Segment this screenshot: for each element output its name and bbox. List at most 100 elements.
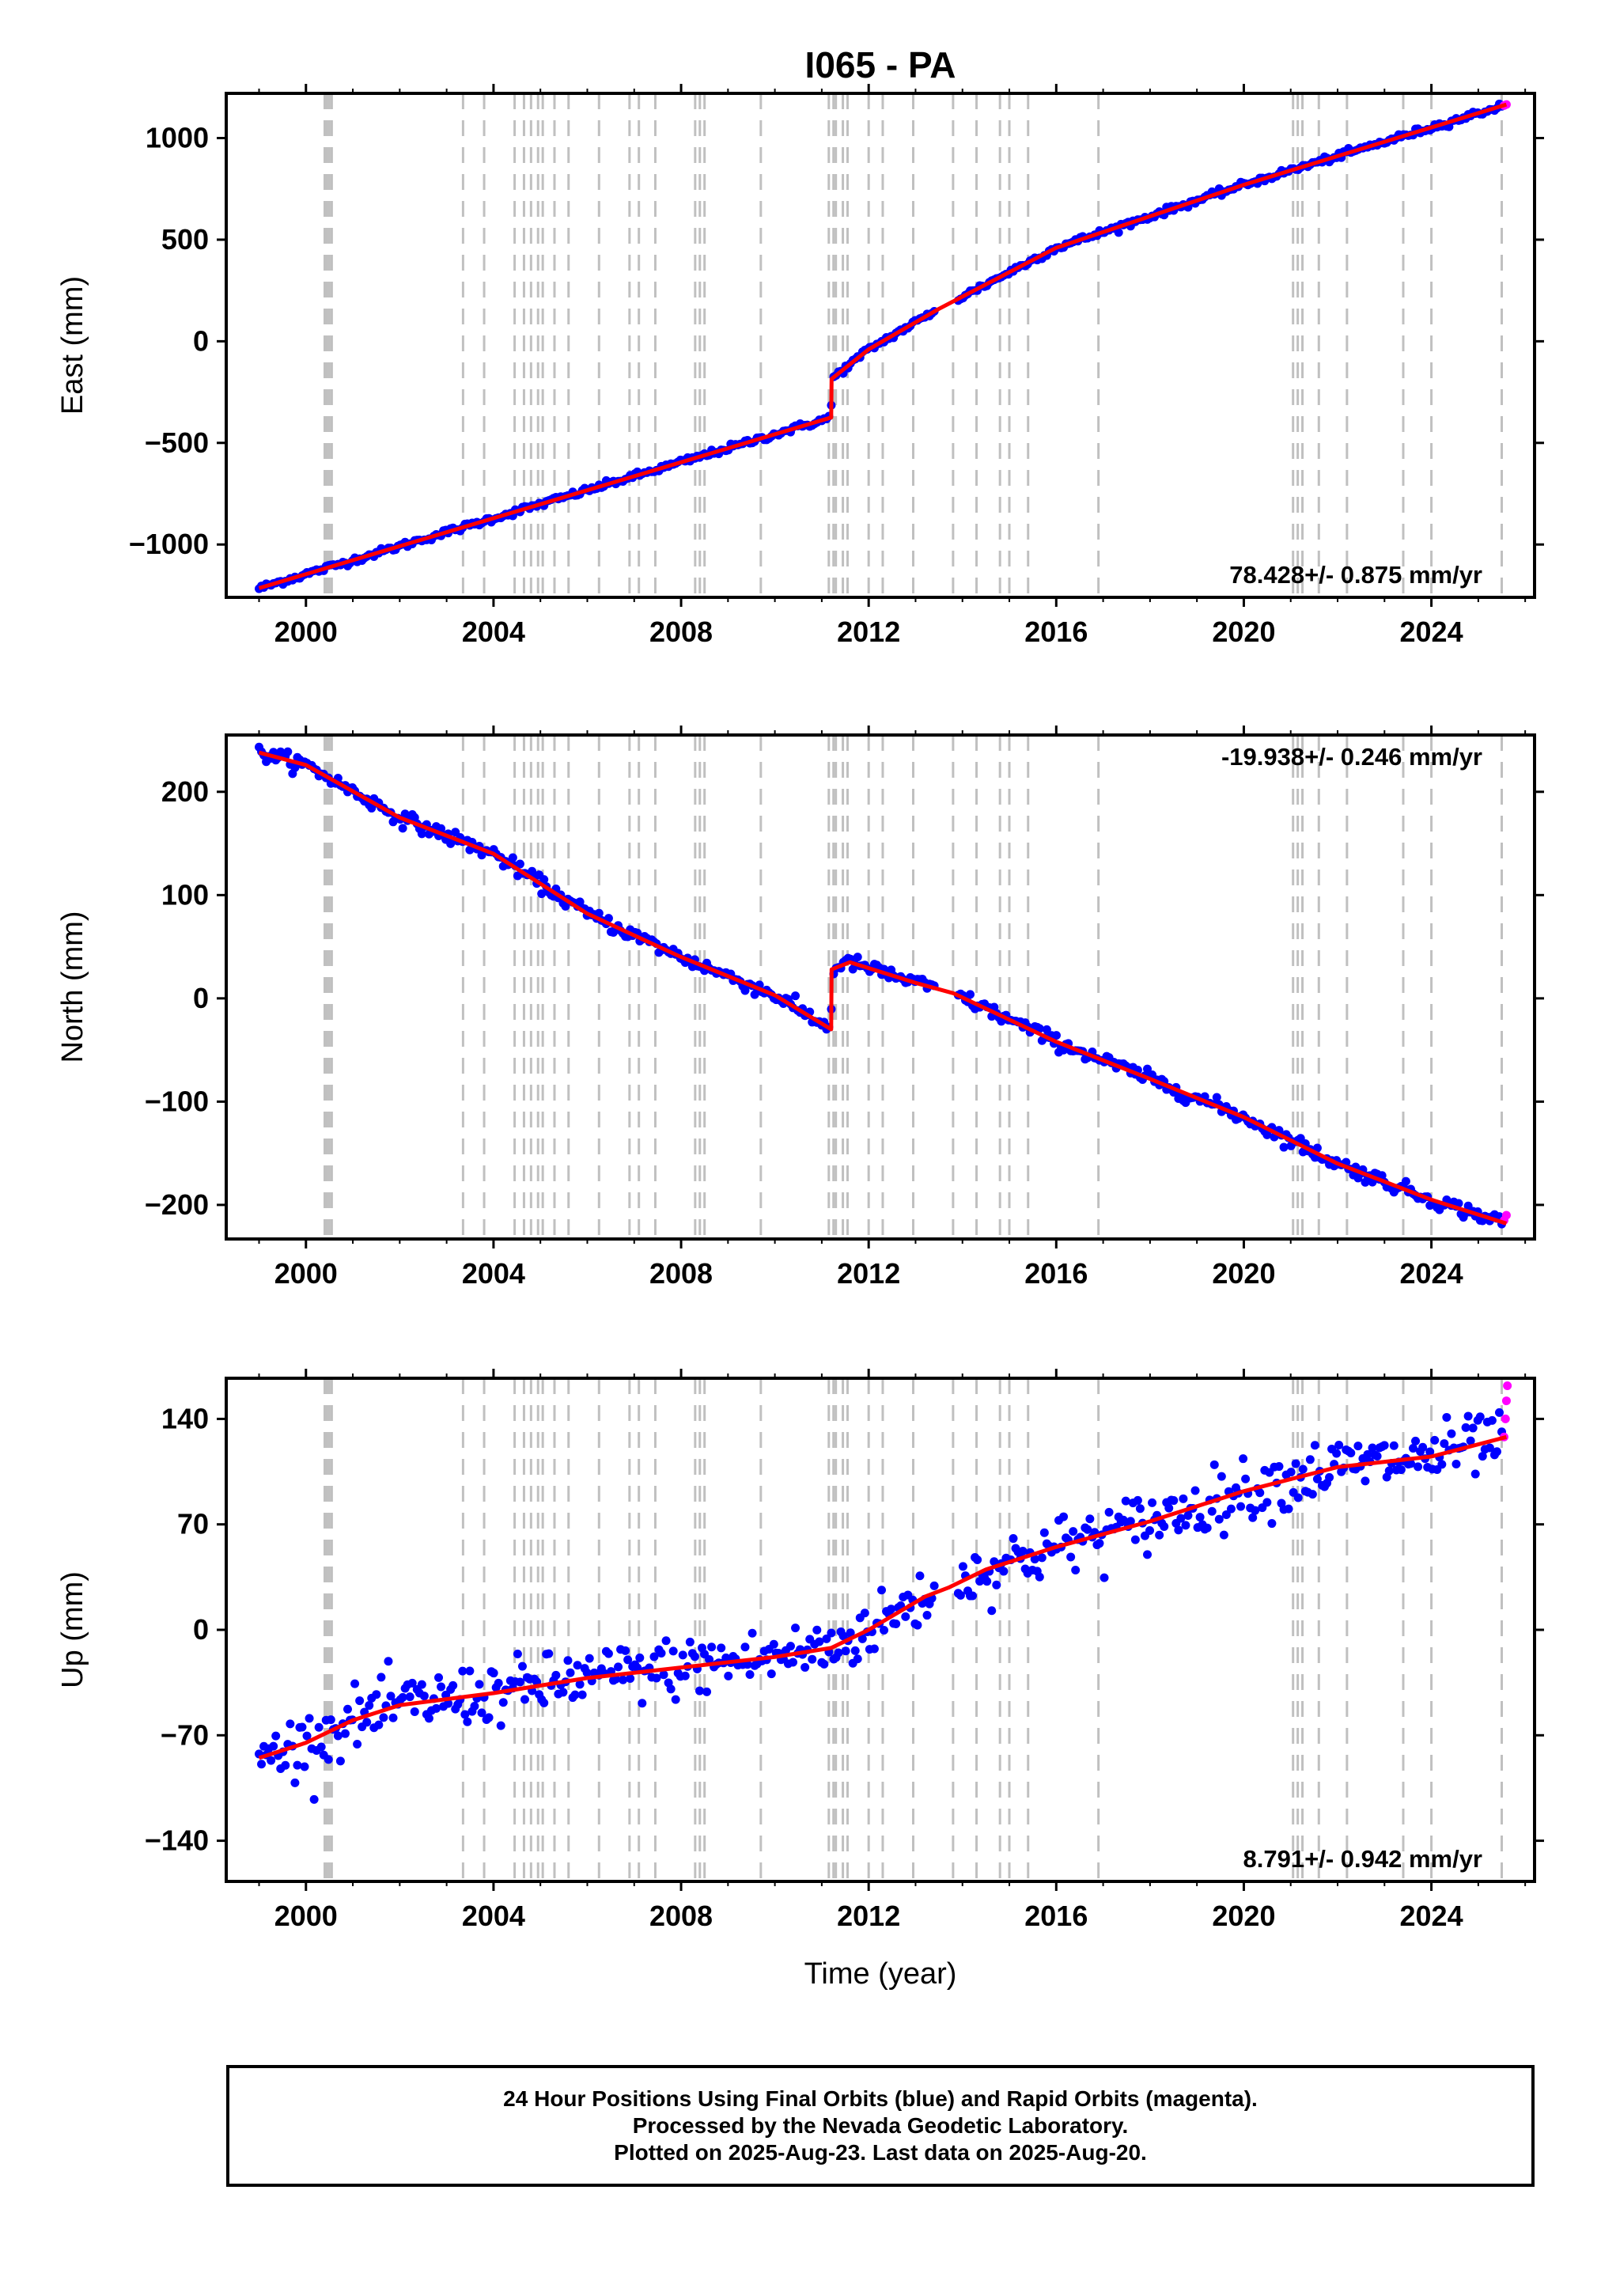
final-orbit-point [577, 1690, 587, 1699]
plot-area [254, 1378, 1512, 1881]
final-orbit-point [633, 1663, 642, 1673]
y-tick-label: 140 [161, 1402, 209, 1434]
final-orbit-point [494, 1678, 503, 1688]
final-orbit-point [539, 1698, 549, 1707]
y-tick-label: 70 [177, 1508, 209, 1540]
final-orbit-point [785, 1642, 795, 1651]
final-orbit-point [1239, 1454, 1248, 1464]
final-orbit-point [1377, 1171, 1387, 1180]
final-orbit-point [1409, 1443, 1418, 1453]
final-orbit-point [1325, 1472, 1334, 1482]
final-orbit-point [1030, 1555, 1039, 1564]
final-orbit-point [685, 1637, 695, 1646]
final-orbit-point [1308, 1490, 1317, 1499]
final-orbit-point [1121, 1496, 1130, 1506]
final-orbit-point [1241, 1474, 1251, 1483]
x-tick-label: 2004 [462, 1257, 525, 1290]
final-orbit-point [398, 1692, 407, 1702]
final-orbit-point [1384, 1466, 1394, 1476]
final-orbit-point [661, 1636, 671, 1646]
y-tick-label: −1000 [129, 528, 209, 560]
final-orbit-point [1312, 1474, 1322, 1483]
final-orbit-point [635, 1653, 645, 1662]
final-orbit-point [340, 1729, 350, 1738]
final-orbit-point [297, 1722, 307, 1732]
final-orbit-point [343, 1704, 352, 1714]
final-orbit-point [293, 1760, 302, 1770]
x-tick-label: 2016 [1024, 1900, 1088, 1932]
final-orbit-point [999, 1567, 1009, 1576]
final-orbit-point [1160, 1521, 1169, 1531]
x-tick-label: 2004 [462, 616, 525, 648]
final-orbit-point [1411, 1436, 1421, 1445]
final-orbit-point [1487, 1415, 1497, 1425]
final-orbit-point [808, 1654, 817, 1664]
x-tick-label: 2020 [1212, 1257, 1275, 1290]
final-orbit-point [1212, 1093, 1221, 1102]
final-orbit-point [460, 1710, 470, 1719]
final-orbit-point [929, 1581, 939, 1590]
final-orbit-point [1190, 1486, 1200, 1495]
x-tick-label: 2004 [462, 1900, 525, 1932]
model-trend-line [258, 750, 1508, 1226]
final-orbit-point [458, 1666, 467, 1676]
final-orbit-point [915, 1571, 925, 1581]
final-orbit-point [537, 889, 547, 899]
final-orbit-point [678, 1650, 687, 1660]
final-orbit-point [286, 1719, 295, 1729]
final-orbit-point [1305, 1455, 1315, 1464]
final-orbit-point [353, 1739, 362, 1749]
final-orbit-point [1332, 1449, 1342, 1458]
final-orbit-point [841, 1646, 850, 1656]
final-orbit-point [496, 1721, 505, 1730]
final-orbit-point [585, 1654, 594, 1663]
final-orbit-point [887, 1605, 896, 1614]
final-orbit-point [283, 747, 293, 756]
final-orbit-point [604, 1649, 613, 1658]
final-orbit-point [1255, 1488, 1265, 1498]
final-orbit-point [1310, 1441, 1319, 1450]
final-orbit-point [652, 1673, 661, 1683]
final-orbit-point [314, 1722, 324, 1732]
final-orbit-point [1039, 1528, 1049, 1537]
final-orbit-point [623, 1655, 633, 1665]
final-orbit-point [582, 1668, 592, 1677]
final-orbit-point [1418, 1442, 1428, 1452]
final-orbit-point [922, 1611, 932, 1620]
final-orbit-point [1059, 1512, 1069, 1521]
final-orbit-point [968, 1591, 978, 1601]
final-orbit-point [398, 824, 407, 833]
final-orbit-point [827, 1628, 836, 1638]
final-orbit-point [638, 1699, 647, 1708]
final-orbit-point [1143, 1064, 1152, 1074]
footer-legend-box: 24 Hour Positions Using Final Orbits (bl… [226, 2065, 1535, 2187]
final-orbit-point [410, 1707, 419, 1716]
final-orbit-point [515, 859, 524, 869]
final-orbit-point [1179, 1494, 1188, 1503]
final-orbit-point [1164, 1503, 1174, 1513]
final-orbit-point [990, 1557, 999, 1567]
final-orbit-point [1155, 1530, 1164, 1540]
final-orbit-point [819, 1659, 829, 1669]
final-orbit-point [335, 1756, 345, 1766]
final-orbit-point [1442, 1412, 1451, 1422]
final-orbit-point [1085, 1514, 1095, 1524]
y-tick-label: 0 [193, 324, 209, 357]
final-orbit-point [1114, 228, 1123, 237]
final-orbit-point [1169, 1496, 1179, 1506]
final-orbit-point [1236, 1502, 1246, 1511]
final-orbit-point [544, 1649, 554, 1658]
final-orbit-point [1447, 1429, 1456, 1438]
y-tick-label: 100 [161, 878, 209, 911]
final-orbit-point [1069, 1527, 1078, 1536]
final-orbit-point [1219, 1530, 1228, 1540]
final-orbit-point [880, 1625, 889, 1635]
final-orbit-point [463, 1717, 472, 1726]
final-orbit-point [1195, 1513, 1205, 1522]
final-orbit-point [484, 1713, 494, 1722]
final-orbit-point [566, 1668, 575, 1677]
final-orbit-point [290, 1778, 300, 1787]
final-orbit-point [621, 1646, 630, 1655]
plot-area [254, 735, 1511, 1239]
